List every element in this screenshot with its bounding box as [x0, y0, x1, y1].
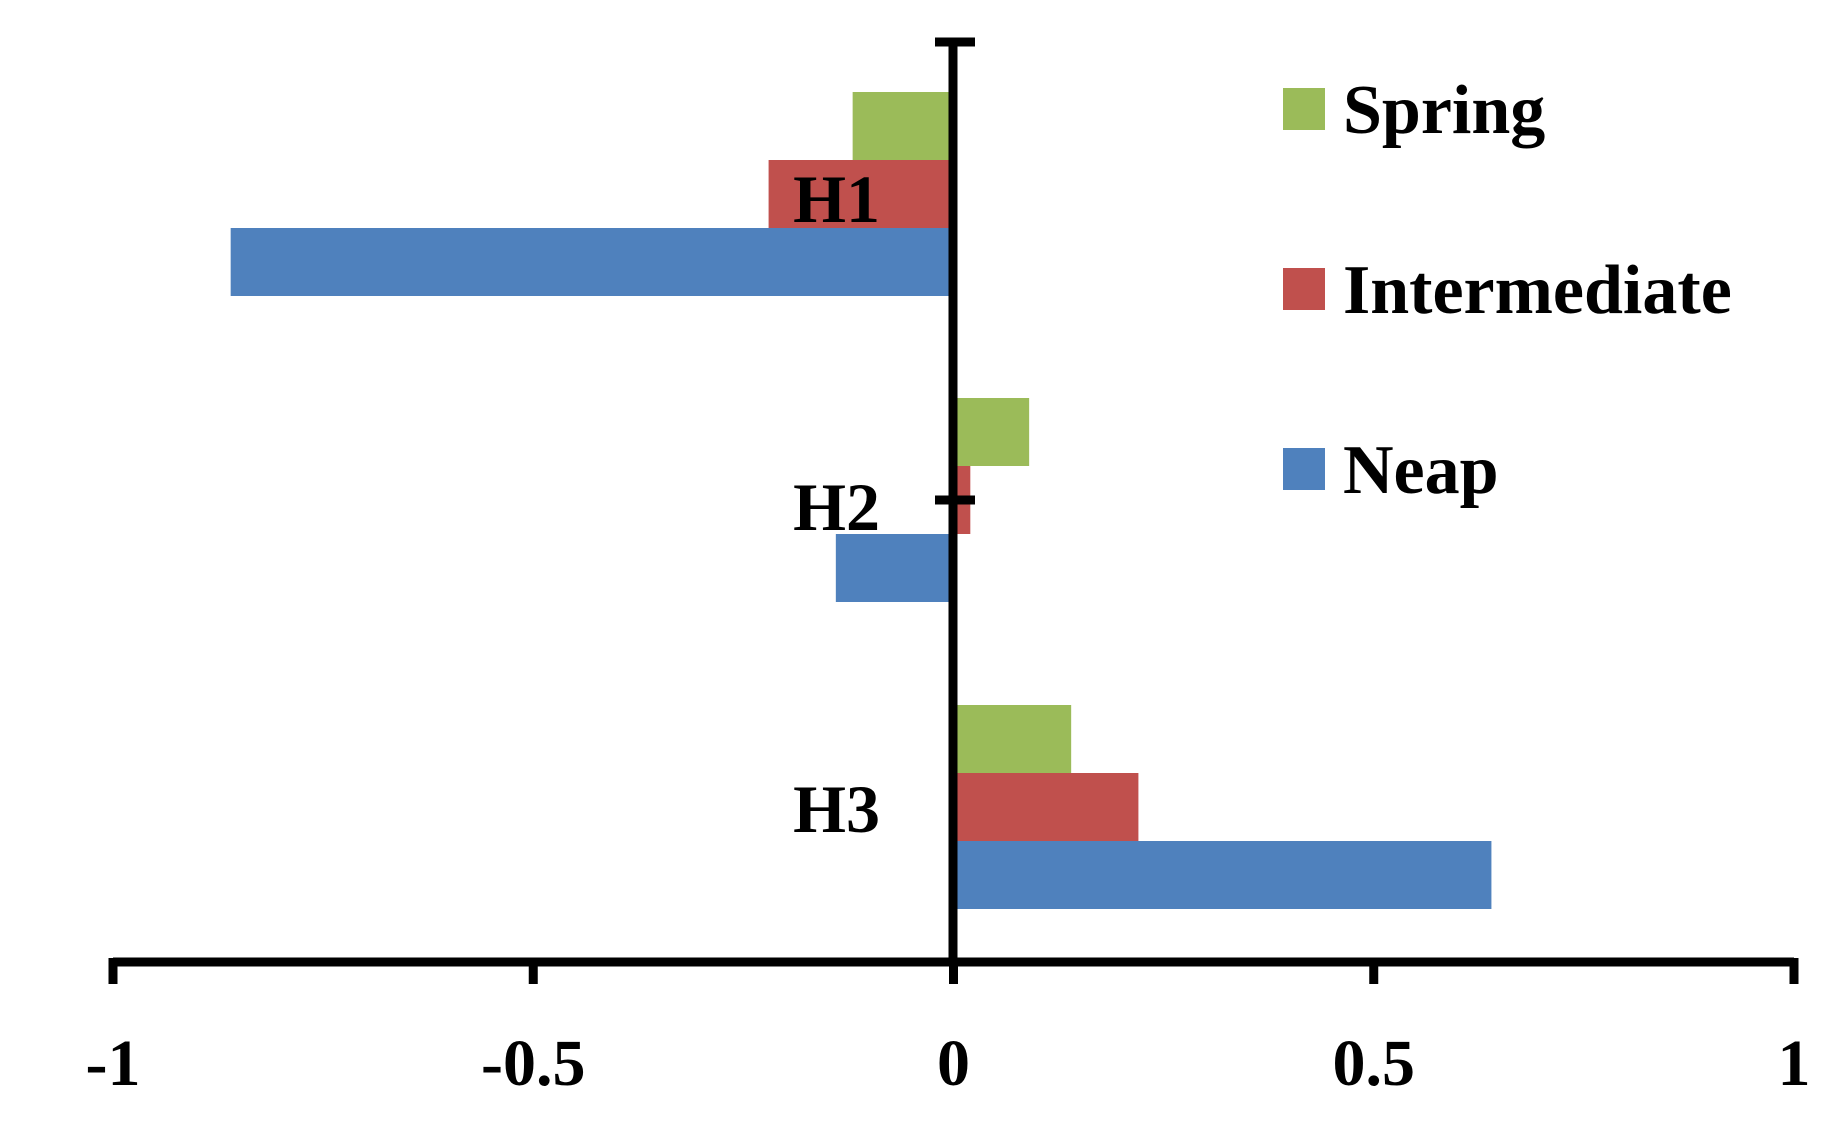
bar-h1-intermediate [768, 160, 954, 228]
category-label-h2: H2 [793, 469, 880, 545]
bar-h3-intermediate [953, 773, 1139, 841]
x-tick-label: 0 [937, 1027, 970, 1100]
bar-h1-neap [230, 228, 954, 296]
legend-label-neap: Neap [1343, 432, 1499, 509]
category-labels: H1 H2 H3 [793, 161, 880, 847]
legend: Spring Intermediate Neap [1283, 72, 1732, 509]
x-tick-labels: -1 -0.5 0 0.5 1 [86, 1027, 1811, 1100]
bars-layer [230, 92, 1492, 909]
bar-h3-neap [953, 841, 1492, 909]
x-tick-label: 1 [1778, 1027, 1811, 1100]
x-tick-label: 0.5 [1333, 1027, 1416, 1100]
bar-h2-spring [953, 398, 1030, 466]
category-label-h3: H3 [793, 771, 880, 847]
bar-h1-spring [852, 92, 954, 160]
legend-swatch-neap [1283, 448, 1325, 490]
x-tick-label: -1 [86, 1027, 141, 1100]
bar-h2-neap [835, 534, 954, 602]
legend-swatch-intermediate [1283, 268, 1325, 310]
category-label-h1: H1 [793, 161, 880, 237]
legend-label-intermediate: Intermediate [1343, 252, 1732, 329]
axes-layer [108, 37, 1799, 984]
legend-swatch-spring [1283, 88, 1325, 130]
bar-h3-spring [953, 705, 1072, 773]
x-tick-label: -0.5 [481, 1027, 585, 1100]
legend-label-spring: Spring [1343, 72, 1545, 149]
